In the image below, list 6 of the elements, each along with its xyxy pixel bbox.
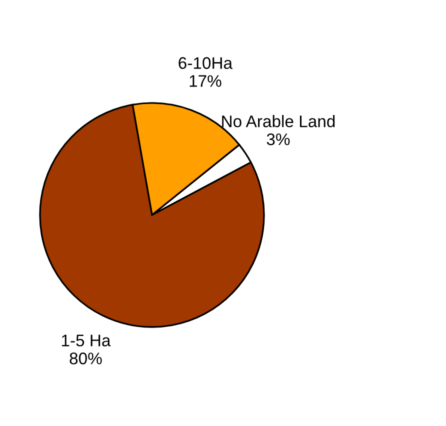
slice-label: No Arable Land (222, 115, 335, 128)
slice-label: 1-5 Ha (62, 334, 111, 346)
data-label: 80% (70, 352, 102, 364)
data-label: 3% (266, 133, 290, 146)
data-label: 17% (190, 75, 222, 87)
slice-label: 6-10Ha (178, 57, 233, 69)
